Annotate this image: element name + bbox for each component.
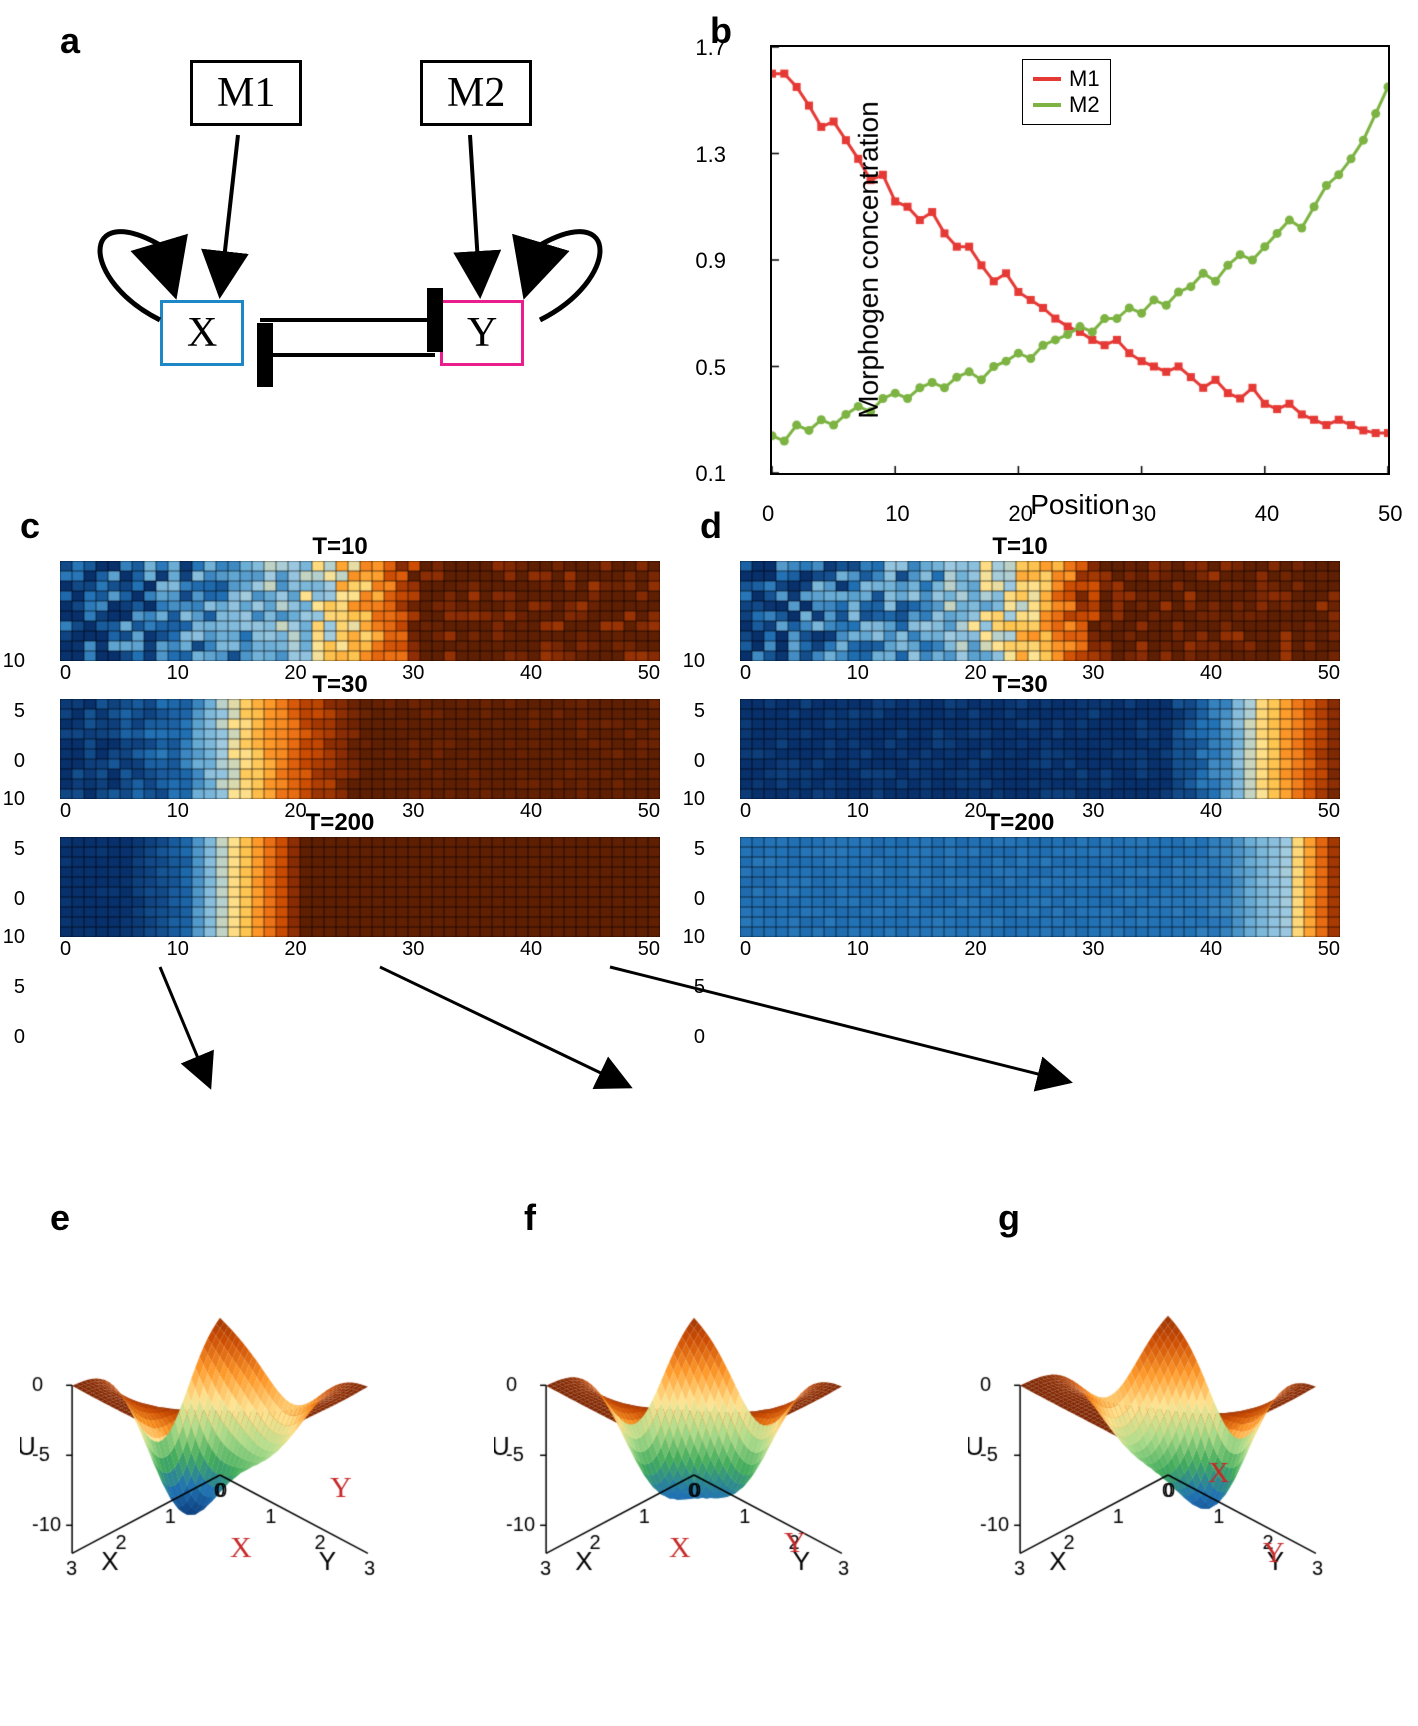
- heatmap-title: T=10: [700, 533, 1340, 561]
- legend-m2: M2: [1033, 92, 1100, 118]
- arrows-c-to-efg: [20, 957, 1398, 1117]
- node-y: Y: [440, 300, 524, 366]
- node-x: X: [160, 300, 244, 366]
- heatmap-title: T=10: [20, 533, 660, 561]
- panel-c: c T=10051001020304050T=30051001020304050…: [20, 515, 660, 937]
- panel-g: g: [968, 1197, 1398, 1627]
- label-e: e: [50, 1197, 70, 1239]
- label-c: c: [20, 505, 40, 547]
- chart-b-axes: Morphogen concentration Position M1 M2 0…: [770, 45, 1390, 475]
- label-g: g: [998, 1197, 1020, 1239]
- heatmap-strip: 051001020304050: [740, 561, 1340, 661]
- heatmap-strip: 051001020304050: [60, 561, 660, 661]
- surf-g-canvas: [968, 1197, 1398, 1627]
- panel-e: e: [20, 1197, 450, 1627]
- panel-b: b Morphogen concentration Position M1 M2…: [730, 20, 1390, 475]
- label-a: a: [60, 20, 80, 62]
- row-a-b: a M1 M2 X Y: [20, 20, 1398, 475]
- surf-e-canvas: [20, 1197, 450, 1627]
- row-c-d: c T=10051001020304050T=30051001020304050…: [20, 515, 1398, 937]
- chart-b-ylabel: Morphogen concentration: [853, 101, 885, 419]
- heatmap-strip: 051001020304050: [60, 837, 660, 937]
- panel-f: f: [494, 1197, 924, 1627]
- label-f: f: [524, 1197, 536, 1239]
- diagram-a-svg: [20, 20, 680, 460]
- node-m2: M2: [420, 60, 532, 126]
- legend-m1: M1: [1033, 66, 1100, 92]
- panel-a: a M1 M2 X Y: [20, 20, 680, 460]
- surf-f-canvas: [494, 1197, 924, 1627]
- node-m1: M1: [190, 60, 302, 126]
- heatmap-strip: 051001020304050: [60, 699, 660, 799]
- panel-d: d T=10051001020304050T=30051001020304050…: [700, 515, 1340, 937]
- legend-m2-label: M2: [1069, 92, 1100, 118]
- heatmap-strip: 051001020304050: [740, 699, 1340, 799]
- figure-root: a M1 M2 X Y: [20, 20, 1398, 1627]
- chart-b-legend: M1 M2: [1022, 59, 1111, 125]
- label-d: d: [700, 505, 722, 547]
- heatmap-strip: 051001020304050: [740, 837, 1340, 937]
- legend-m1-label: M1: [1069, 66, 1100, 92]
- row-e-f-g: e f g: [20, 1197, 1398, 1627]
